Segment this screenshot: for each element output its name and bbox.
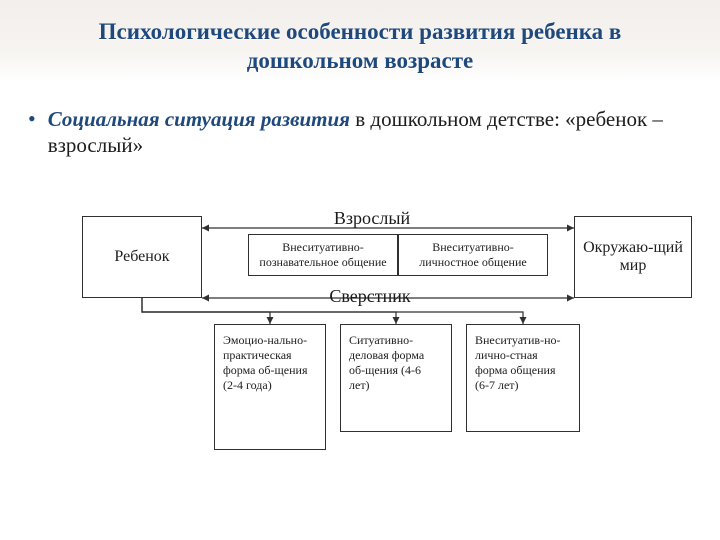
- diagram: Взрослый Сверстник Ребенок Окружаю-щий м…: [82, 202, 692, 498]
- bullet-text: Социальная ситуация развития в дошкольно…: [48, 106, 680, 159]
- bullet-marker: •: [28, 106, 36, 132]
- bullet-row: • Социальная ситуация развития в дошколь…: [28, 106, 680, 159]
- bullet-emphasis: Социальная ситуация развития: [48, 107, 350, 131]
- label-peer: Сверстник: [300, 286, 440, 307]
- label-adult: Взрослый: [307, 208, 437, 229]
- node-peer-2: Ситуативно-деловая форма об-щения (4-6 л…: [340, 324, 452, 432]
- slide-title: Психологические особенности развития реб…: [0, 18, 720, 76]
- node-child: Ребенок: [82, 216, 202, 298]
- node-adult-2: Внеситуативно-личностное общение: [398, 234, 548, 276]
- node-adult-1: Внеситуативно-познавательное общение: [248, 234, 398, 276]
- node-world: Окружаю-щий мир: [574, 216, 692, 298]
- slide: Психологические особенности развития реб…: [0, 0, 720, 540]
- node-peer-1: Эмоцио-нально-практическая форма об-щени…: [214, 324, 326, 450]
- node-peer-3: Внеситуатив-но-лично-стная форма общения…: [466, 324, 580, 432]
